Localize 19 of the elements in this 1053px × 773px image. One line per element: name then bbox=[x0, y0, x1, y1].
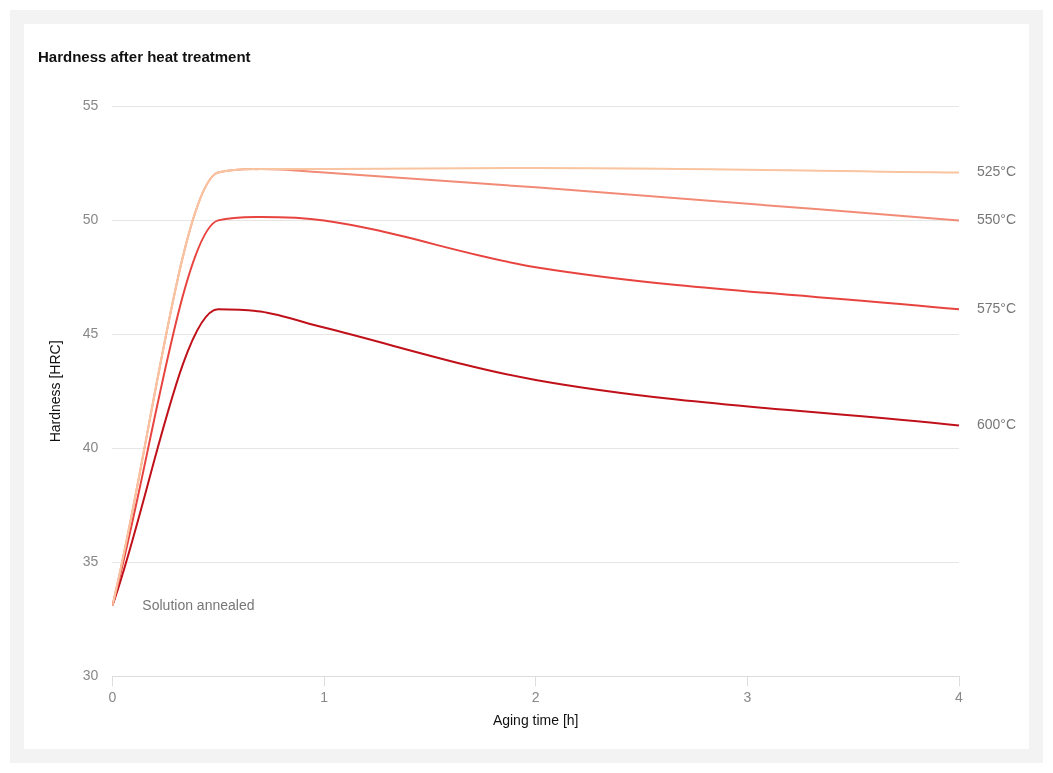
y-tick-label: 50 bbox=[82, 211, 99, 228]
annotation: Solution annealed bbox=[142, 596, 255, 613]
y-tick-label: 40 bbox=[82, 439, 99, 456]
series-label: 550°C bbox=[977, 211, 1017, 228]
x-tick-label: 0 bbox=[108, 688, 117, 705]
y-tick-label: 45 bbox=[82, 325, 99, 342]
x-tick-label: 3 bbox=[743, 688, 752, 705]
series-label: 525°C bbox=[977, 163, 1017, 180]
y-tick-label: 55 bbox=[82, 97, 99, 114]
y-tick-label: 35 bbox=[82, 553, 99, 570]
series-label: 600°C bbox=[977, 416, 1017, 433]
x-axis-title: Aging time [h] bbox=[492, 712, 579, 729]
y-tick-label: 30 bbox=[82, 667, 99, 684]
chart-title: Hardness after heat treatment bbox=[38, 48, 251, 65]
x-tick-label: 4 bbox=[955, 688, 964, 705]
y-axis-title: Hardness [HRC] bbox=[47, 340, 64, 443]
x-tick-label: 2 bbox=[531, 688, 540, 705]
series-label: 575°C bbox=[977, 300, 1017, 317]
x-tick-label: 1 bbox=[320, 688, 329, 705]
